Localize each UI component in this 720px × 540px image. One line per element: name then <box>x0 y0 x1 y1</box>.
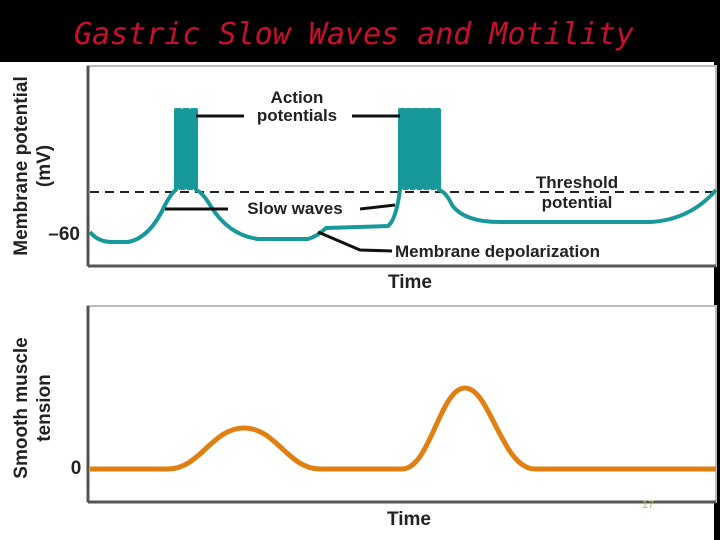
title-band <box>0 0 720 62</box>
x-label: Time <box>388 272 432 293</box>
leader <box>359 203 396 211</box>
annotation: potentials <box>257 106 337 125</box>
annotation: Action <box>271 88 324 107</box>
annotation: potential <box>542 193 613 212</box>
panel-frame <box>87 305 717 503</box>
y-label: Membrane potential <box>11 76 32 255</box>
y-label: tension <box>34 374 55 442</box>
annotation: Membrane depolarization <box>395 242 600 261</box>
annotation: Slow waves <box>247 199 342 218</box>
y-label: (mV) <box>34 145 55 187</box>
y-tick-label: –60 <box>48 224 80 245</box>
annotation: Threshold <box>536 173 618 192</box>
y-label: Smooth muscle <box>11 337 32 478</box>
x-label: Time <box>387 509 431 530</box>
y-tick-label: 0 <box>71 458 82 479</box>
slide-title: Gastric Slow Waves and Motility <box>74 17 634 52</box>
slide-number: 17 <box>642 499 654 511</box>
right-edge <box>714 62 720 540</box>
tension-trace <box>90 385 716 472</box>
leader <box>317 230 393 253</box>
